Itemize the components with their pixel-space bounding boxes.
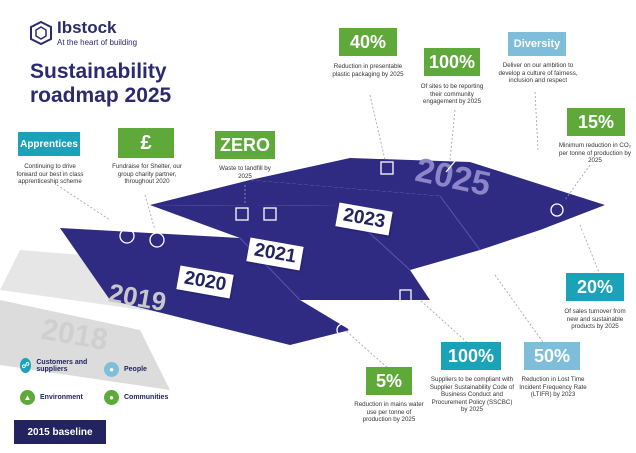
recycle-icon <box>570 220 586 236</box>
community-badge: 100% <box>424 48 480 76</box>
road-2023 <box>150 180 480 270</box>
sales-caption: Of sales turnover from new and sustainab… <box>564 308 626 331</box>
ibstock-logo-icon <box>30 20 52 45</box>
zero-waste-caption: Waste to landfill by 2025 <box>219 165 271 180</box>
co2-caption: Minimum reduction in CO₂ per tonne of pr… <box>558 142 632 165</box>
water-caption: Reduction in mains water use per tonne o… <box>354 401 424 424</box>
road-2025 <box>250 158 605 250</box>
plastic-badge: 40% <box>339 28 397 56</box>
water-badge: 5% <box>366 367 412 395</box>
legend-communities: ● Communities <box>104 390 168 405</box>
cloud-co2-icon <box>550 203 564 217</box>
stopwatch-icon <box>482 259 496 273</box>
pencil-icon <box>445 159 457 173</box>
plastic-caption: Reduction in presentable plastic packagi… <box>332 63 404 78</box>
page-title: Sustainability roadmap 2025 <box>30 60 171 108</box>
logo-tagline: At the heart of building <box>57 38 138 47</box>
apprentices-badge: Apprentices <box>18 132 80 156</box>
sales-badge: 20% <box>566 273 624 301</box>
ltifr-caption: Reduction in Lost Time Incident Frequenc… <box>519 376 587 399</box>
box-icon <box>263 207 277 221</box>
document-icon <box>399 289 412 304</box>
apprentices-caption: Continuing to drive forward our best in … <box>16 163 84 186</box>
ltifr-badge: 50% <box>524 342 580 370</box>
piggy-bank-icon <box>149 232 165 248</box>
title-line-1: Sustainability <box>30 60 167 83</box>
ibstock-logo: Ibstock At the heart of building <box>30 18 137 47</box>
recycle-bin-icon <box>235 207 249 221</box>
diversity-caption: Deliver on our ambition to develop a cul… <box>498 62 578 85</box>
legend-communities-label: Communities <box>124 394 169 401</box>
water-drop-icon <box>336 323 350 337</box>
sscbc-caption: Suppliers to be compliant with Supplier … <box>429 376 515 414</box>
graduation-cap-icon <box>119 228 135 244</box>
person-icon <box>534 154 546 166</box>
road-2018 <box>0 300 170 390</box>
legend-people-label: People <box>124 366 147 373</box>
legend-customers-label: Customers and suppliers <box>36 358 88 373</box>
legend-environment-label: Environment <box>40 394 83 401</box>
title-line-2: roadmap 2025 <box>30 84 172 107</box>
shelter-badge: £ <box>118 128 174 158</box>
legend-environment: ▲ Environment <box>20 390 83 405</box>
people-icon: ● <box>104 362 119 377</box>
baseline-badge: 2015 baseline <box>14 420 106 444</box>
diversity-badge: Diversity <box>508 32 566 56</box>
legend-people: ● People <box>104 362 147 377</box>
legend-customers: ☍ Customers and suppliers <box>20 358 100 373</box>
packaging-icon <box>380 161 394 175</box>
co2-badge: 15% <box>567 108 625 136</box>
communities-icon: ● <box>104 390 119 405</box>
tree-icon: ▲ <box>20 390 35 405</box>
sscbc-badge: 100% <box>441 342 501 370</box>
logo-name: Ibstock <box>57 18 117 37</box>
community-caption: Of sites to be reporting their community… <box>420 83 484 106</box>
zero-waste-badge: ZERO <box>215 131 275 159</box>
shelter-caption: Fundraise for Shelter, our group charity… <box>112 163 182 186</box>
handshake-icon: ☍ <box>20 358 32 373</box>
